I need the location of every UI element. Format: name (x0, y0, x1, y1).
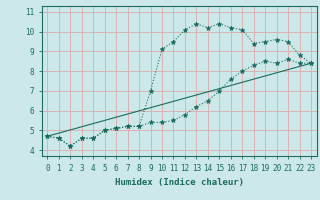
X-axis label: Humidex (Indice chaleur): Humidex (Indice chaleur) (115, 178, 244, 187)
